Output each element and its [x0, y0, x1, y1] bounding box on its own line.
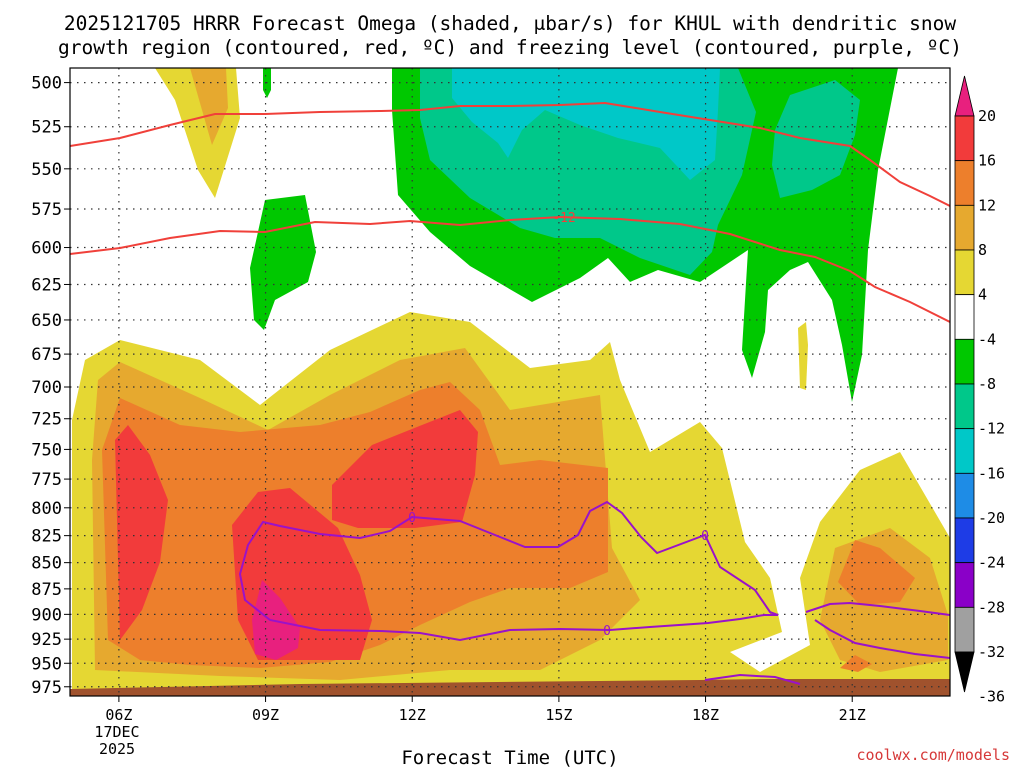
colorbar-label: -36: [978, 688, 1005, 706]
y-tick-label: 725: [31, 410, 62, 430]
x-date-line-1: 17DEC: [94, 723, 139, 741]
y-tick-label: 550: [31, 160, 62, 180]
x-tick-label: 15Z: [545, 706, 572, 724]
colorbar-segment: [954, 517, 975, 564]
x-tick-label: 09Z: [252, 706, 279, 724]
colorbar-segment: [954, 383, 975, 430]
colorbar-segment: [954, 115, 975, 162]
colorbar-label: -16: [978, 464, 1005, 482]
colorbar-bottom-arrow: [954, 651, 975, 693]
colorbar-top-arrow: [954, 75, 975, 117]
contour-label-zero-a: 0: [408, 511, 416, 526]
freezing-level-main: [238, 500, 779, 642]
colorbar-segment: [954, 338, 975, 385]
x-tick-label: 18Z: [692, 706, 719, 724]
y-tick-label: 500: [31, 74, 62, 94]
freezing-level-surface: [704, 673, 801, 685]
colorbar-label: 8: [978, 241, 987, 259]
contour-label-minus12: -12: [552, 211, 575, 226]
colorbar-label: -20: [978, 509, 1005, 527]
omega-region-16: [115, 410, 478, 660]
y-tick-label: 525: [31, 118, 62, 138]
y-tick-label: 825: [31, 527, 62, 547]
y-tick-label: 775: [31, 470, 62, 490]
colorbar-label: -32: [978, 643, 1005, 661]
colorbar-segment: [954, 294, 975, 340]
y-tick-label: 850: [31, 554, 62, 574]
y-tick-label: 800: [31, 499, 62, 519]
x-tick-label: 21Z: [839, 706, 866, 724]
y-tick-label: 925: [31, 630, 62, 650]
ground: [70, 679, 950, 696]
x-axis-title: Forecast Time (UTC): [401, 747, 618, 768]
dgz-contour-lower: [70, 215, 950, 323]
dgz-contour-upper: [70, 101, 950, 207]
y-tick-label: 675: [31, 345, 62, 365]
y-tick-label: 900: [31, 605, 62, 625]
y-tick-label: 975: [31, 678, 62, 698]
credit-text: coolwx.com/models: [856, 746, 1010, 764]
y-axis: 500 525 550 575 600 625 650 675 700 725 750 775 800 8…: [31, 74, 70, 698]
colorbar-segment: [954, 606, 975, 653]
freezing-level-right: [805, 601, 950, 616]
colorbar-label: -12: [978, 420, 1005, 438]
y-tick-label: 700: [31, 378, 62, 398]
plot-frame: [69, 67, 951, 697]
colorbar-label: 4: [978, 286, 987, 304]
colorbar-segment: [954, 428, 975, 474]
y-tick-label: 625: [31, 275, 62, 295]
omega-region-neg12: [452, 68, 720, 180]
colorbar-segment: [954, 249, 975, 296]
chart-title-line2: growth region (contoured, red, ºC) and f…: [58, 36, 962, 59]
x-date-line-2: 2025: [99, 740, 135, 758]
colorbar-label: -28: [978, 598, 1005, 616]
contour-label-zero-b: 0: [603, 624, 611, 639]
colorbar-segment: [954, 160, 975, 206]
x-tick-label: 12Z: [399, 706, 426, 724]
contours: [70, 101, 950, 685]
x-tick-label: 06Z: [105, 706, 132, 724]
contour-label-zero-c: 0: [701, 529, 709, 544]
omega-region-4-speck: [798, 322, 808, 390]
omega-region-20: [252, 580, 300, 660]
y-tick-label: 950: [31, 654, 62, 674]
omega-region-neg4-b: [250, 195, 316, 330]
colorbar-segment: [954, 204, 975, 251]
omega-shading: [70, 68, 950, 696]
colorbar-label: 16: [978, 152, 996, 170]
contour-labels: -12 0 0 0: [408, 211, 709, 639]
y-tick-label: 875: [31, 580, 62, 600]
y-tick-label: 750: [31, 440, 62, 460]
colorbar-label: -8: [978, 375, 996, 393]
colorbar-label: -24: [978, 554, 1005, 572]
y-tick-label: 650: [31, 311, 62, 331]
colorbar-label: -4: [978, 330, 996, 348]
freezing-level-right-2: [814, 619, 950, 659]
colorbar-segment: [954, 562, 975, 608]
y-tick-label: 575: [31, 200, 62, 220]
colorbar: 20 16 12 8 4 -4 -8 -12 -16 -20 -24 -28 -32 -36: [954, 75, 1005, 706]
chart-title-line1: 2025121705 HRRR Forecast Omega (shaded, …: [64, 12, 956, 35]
omega-region-8-upper: [190, 68, 228, 145]
x-axis: 06Z 09Z 12Z 15Z 18Z 21Z: [105, 696, 866, 724]
colorbar-segment: [954, 472, 975, 519]
y-tick-label: 600: [31, 239, 62, 259]
colorbar-label: 12: [978, 196, 996, 214]
colorbar-label: 20: [978, 107, 996, 125]
